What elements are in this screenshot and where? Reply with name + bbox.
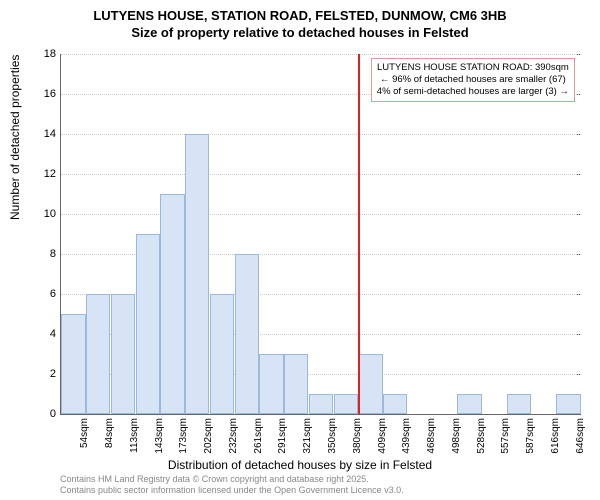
histogram-bar	[507, 394, 531, 414]
y-tick-label: 16	[44, 88, 61, 100]
histogram-bar	[309, 394, 333, 414]
gridline	[61, 214, 581, 215]
y-tick-label: 8	[50, 248, 61, 260]
x-tick-label: 587sqm	[523, 418, 536, 454]
x-tick-label: 498sqm	[449, 418, 462, 454]
x-tick-label: 616sqm	[548, 418, 561, 454]
histogram-bar	[86, 294, 110, 414]
histogram-bar	[284, 354, 308, 414]
x-tick-label: 54sqm	[77, 418, 90, 448]
x-tick-label: 468sqm	[424, 418, 437, 454]
x-tick-label: 113sqm	[127, 418, 140, 453]
histogram-bar	[358, 354, 382, 414]
footer-line1: Contains HM Land Registry data © Crown c…	[60, 474, 404, 485]
reference-line	[358, 54, 360, 414]
histogram-bar	[136, 234, 160, 414]
x-tick-label: 439sqm	[399, 418, 412, 454]
gridline	[61, 134, 581, 135]
x-axis-label: Distribution of detached houses by size …	[0, 458, 600, 472]
x-tick-label: 380sqm	[350, 418, 363, 454]
y-tick-label: 14	[44, 128, 61, 140]
y-tick-mark	[576, 414, 581, 415]
x-tick-label: 528sqm	[474, 418, 487, 454]
histogram-bar	[160, 194, 184, 414]
annotation-line3: 4% of semi-detached houses are larger (3…	[377, 86, 569, 98]
histogram-bar	[334, 394, 358, 414]
x-tick-label: 143sqm	[152, 418, 165, 454]
x-tick-label: 232sqm	[226, 418, 239, 454]
histogram-bar	[383, 394, 407, 414]
annotation-box: LUTYENS HOUSE STATION ROAD: 390sqm← 96% …	[371, 58, 575, 102]
x-tick-label: 202sqm	[201, 418, 214, 454]
y-tick-label: 0	[50, 408, 61, 420]
annotation-line1: LUTYENS HOUSE STATION ROAD: 390sqm	[377, 62, 569, 74]
chart-title-line1: LUTYENS HOUSE, STATION ROAD, FELSTED, DU…	[0, 0, 600, 25]
histogram-bar	[185, 134, 209, 414]
annotation-line2: ← 96% of detached houses are smaller (67…	[377, 74, 569, 86]
histogram-bar	[111, 294, 135, 414]
y-tick-label: 18	[44, 48, 61, 60]
x-tick-label: 350sqm	[325, 418, 338, 454]
histogram-bar	[457, 394, 481, 414]
x-tick-label: 409sqm	[375, 418, 388, 454]
y-tick-label: 6	[50, 288, 61, 300]
x-tick-label: 646sqm	[573, 418, 586, 454]
footer-line2: Contains public sector information licen…	[60, 485, 404, 496]
y-axis-label: Number of detached properties	[8, 55, 22, 220]
histogram-bar	[259, 354, 283, 414]
x-tick-label: 321sqm	[300, 418, 313, 454]
footer-attribution: Contains HM Land Registry data © Crown c…	[60, 474, 404, 496]
chart-container: LUTYENS HOUSE, STATION ROAD, FELSTED, DU…	[0, 0, 600, 500]
x-tick-label: 84sqm	[102, 418, 115, 448]
x-tick-label: 173sqm	[176, 418, 189, 454]
plot-area: 02468101214161854sqm84sqm113sqm143sqm173…	[60, 54, 581, 415]
chart-title-line2: Size of property relative to detached ho…	[0, 25, 600, 44]
y-tick-label: 12	[44, 168, 61, 180]
histogram-bar	[235, 254, 259, 414]
y-tick-label: 4	[50, 328, 61, 340]
x-tick-label: 291sqm	[275, 418, 288, 454]
gridline	[61, 54, 581, 55]
histogram-bar	[61, 314, 85, 414]
histogram-bar	[556, 394, 580, 414]
gridline	[61, 174, 581, 175]
y-tick-label: 2	[50, 368, 61, 380]
x-tick-label: 557sqm	[498, 418, 511, 454]
x-tick-label: 261sqm	[251, 418, 264, 454]
y-tick-label: 10	[44, 208, 61, 220]
histogram-bar	[210, 294, 234, 414]
